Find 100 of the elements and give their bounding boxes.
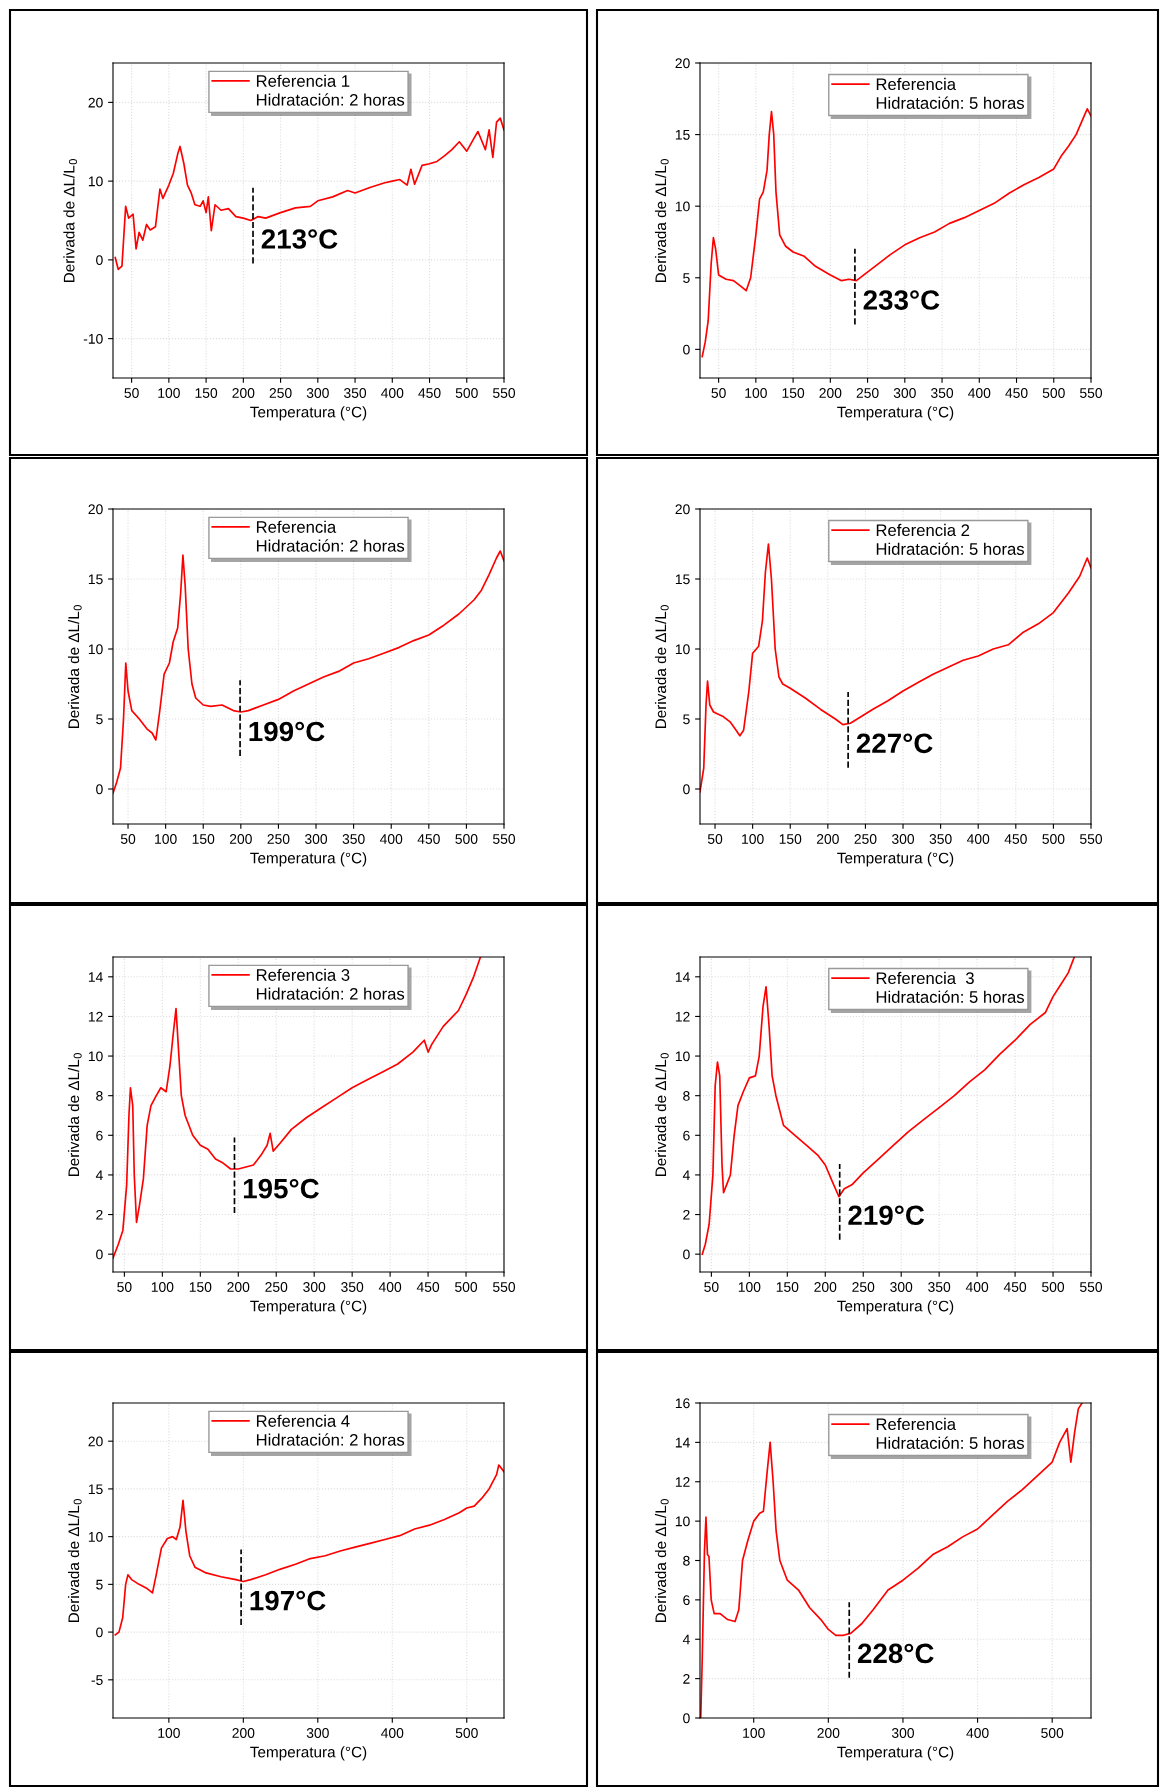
y-tick-label: 15 (88, 574, 103, 585)
y-tick-label: 8 (683, 1555, 690, 1566)
x-tick-label: 250 (854, 834, 877, 844)
x-axis-title: Temperatura (°C) (250, 406, 367, 421)
x-tick-label: 500 (455, 1728, 478, 1738)
x-tick-label: 250 (267, 834, 290, 844)
x-tick-label: 400 (966, 1728, 989, 1738)
x-tick-label: 300 (893, 388, 916, 398)
y-tick-label: 15 (675, 130, 690, 140)
line-series (701, 957, 1076, 1256)
y-tick-label: 2 (683, 1673, 690, 1684)
x-tick-label: 200 (814, 1282, 837, 1292)
ref-line-label: 197°C (250, 1590, 326, 1611)
y-tick-label: 15 (88, 1484, 103, 1495)
x-tick-label: 350 (930, 388, 954, 398)
y-tick-label: 4 (95, 1170, 103, 1180)
x-tick-label: 300 (306, 388, 329, 398)
x-tick-label: 550 (1079, 388, 1103, 398)
y-tick-label: 0 (683, 784, 690, 795)
x-tick-label: 200 (232, 388, 255, 398)
y-tick-label: 16 (675, 1398, 690, 1409)
y-tick-label: 0 (96, 1627, 103, 1638)
x-tick-label: 50 (711, 388, 726, 398)
ref-line-label: 227°C (856, 733, 933, 754)
x-tick-label: 200 (229, 834, 252, 844)
x-tick-label: 450 (1005, 388, 1028, 398)
x-axis-title: Temperatura (°C) (837, 852, 954, 867)
x-tick-label: 100 (155, 834, 177, 844)
x-axis-title: Temperatura (°C) (250, 852, 367, 867)
x-tick-label: 300 (304, 834, 328, 844)
x-tick-label: 150 (776, 1282, 799, 1292)
y-tick-label: 8 (96, 1091, 103, 1101)
x-tick-label: 250 (856, 388, 879, 398)
x-tick-label: 500 (1042, 388, 1065, 398)
x-tick-label: 400 (966, 834, 990, 844)
y-tick-label: 12 (675, 1477, 690, 1487)
ref-line-label: 213°C (261, 229, 338, 249)
x-tick-label: 450 (417, 834, 440, 844)
x-tick-label: 50 (704, 1282, 719, 1292)
y-tick-label: 2 (96, 1209, 103, 1220)
x-tick-label: 100 (151, 1282, 174, 1292)
y-tick-label: 10 (88, 1531, 103, 1542)
x-tick-label: 550 (1079, 1282, 1103, 1292)
y-tick-label: 10 (88, 1051, 103, 1062)
x-axis-title: Temperatura (°C) (837, 1300, 954, 1315)
ref-line-label: 199°C (249, 721, 325, 742)
y-tick-label: 5 (683, 273, 690, 283)
x-tick-label: 400 (968, 388, 991, 398)
x-tick-label: 300 (891, 834, 915, 844)
y-tick-label: 14 (675, 972, 690, 982)
x-tick-label: 450 (416, 1282, 440, 1292)
y-tick-label: 5 (96, 1579, 103, 1590)
y-tick-label: 10 (675, 1516, 690, 1527)
x-tick-label: 150 (782, 388, 805, 398)
annotation: Hidratación: 5 horas (876, 1436, 1024, 1449)
x-axis-title: Temperatura (°C) (250, 1300, 367, 1315)
x-tick-label: 550 (492, 834, 516, 844)
x-tick-label: 450 (1004, 834, 1027, 844)
y-tick-label: 14 (675, 1437, 690, 1448)
x-tick-label: 400 (381, 388, 404, 398)
y-tick-label: 0 (96, 784, 103, 795)
annotation: Hidratación: 2 horas (256, 539, 405, 552)
x-tick-label: 550 (492, 1282, 516, 1292)
x-tick-label: 300 (891, 1728, 915, 1738)
y-axis-title: Derivada de ΔL/L$_{0}$ (67, 1498, 82, 1623)
annotation: Hidratación: 2 horas (256, 987, 405, 1000)
annotation: Hidratación: 2 horas (256, 93, 405, 106)
line-series (701, 107, 1091, 358)
x-tick-label: 50 (707, 834, 723, 844)
annotation: Hidratación: 5 horas (876, 990, 1024, 1003)
x-tick-label: 250 (269, 388, 292, 398)
legend-label: Referencia (876, 77, 957, 91)
x-tick-label: 350 (929, 834, 952, 844)
x-tick-label: 200 (816, 834, 839, 844)
x-tick-label: 400 (378, 1282, 402, 1292)
x-tick-label: 500 (455, 834, 478, 844)
x-tick-label: 400 (381, 1728, 404, 1738)
y-tick-label: 0 (96, 1249, 103, 1260)
x-tick-label: 350 (341, 1282, 364, 1292)
y-tick-label: 20 (675, 58, 690, 69)
line-series (114, 117, 504, 271)
x-tick-label: 450 (1003, 1282, 1027, 1292)
y-axis-title: Derivada de ΔL/L$_{0}$ (67, 604, 82, 729)
x-tick-label: 550 (492, 388, 516, 398)
y-tick-label: 8 (683, 1091, 690, 1101)
x-tick-label: 500 (1042, 834, 1065, 844)
x-tick-label: 100 (158, 1728, 180, 1738)
y-tick-label: 12 (88, 1011, 103, 1022)
x-tick-label: 150 (779, 834, 802, 844)
y-tick-label: 20 (88, 504, 103, 515)
y-tick-label: 5 (683, 714, 690, 725)
y-axis-title: Derivada de ΔL/L$_{0}$ (654, 604, 669, 729)
y-tick-label: 10 (88, 644, 103, 655)
y-axis-title: Derivada de ΔL/L$_{0}$ (63, 158, 78, 283)
legend-label: Referencia 1 (256, 74, 350, 87)
x-tick-label: 50 (120, 834, 136, 844)
x-tick-label: 200 (819, 388, 842, 398)
y-tick-label: 10 (675, 1051, 690, 1062)
x-tick-label: 350 (928, 1282, 951, 1292)
x-tick-label: 100 (158, 388, 180, 398)
